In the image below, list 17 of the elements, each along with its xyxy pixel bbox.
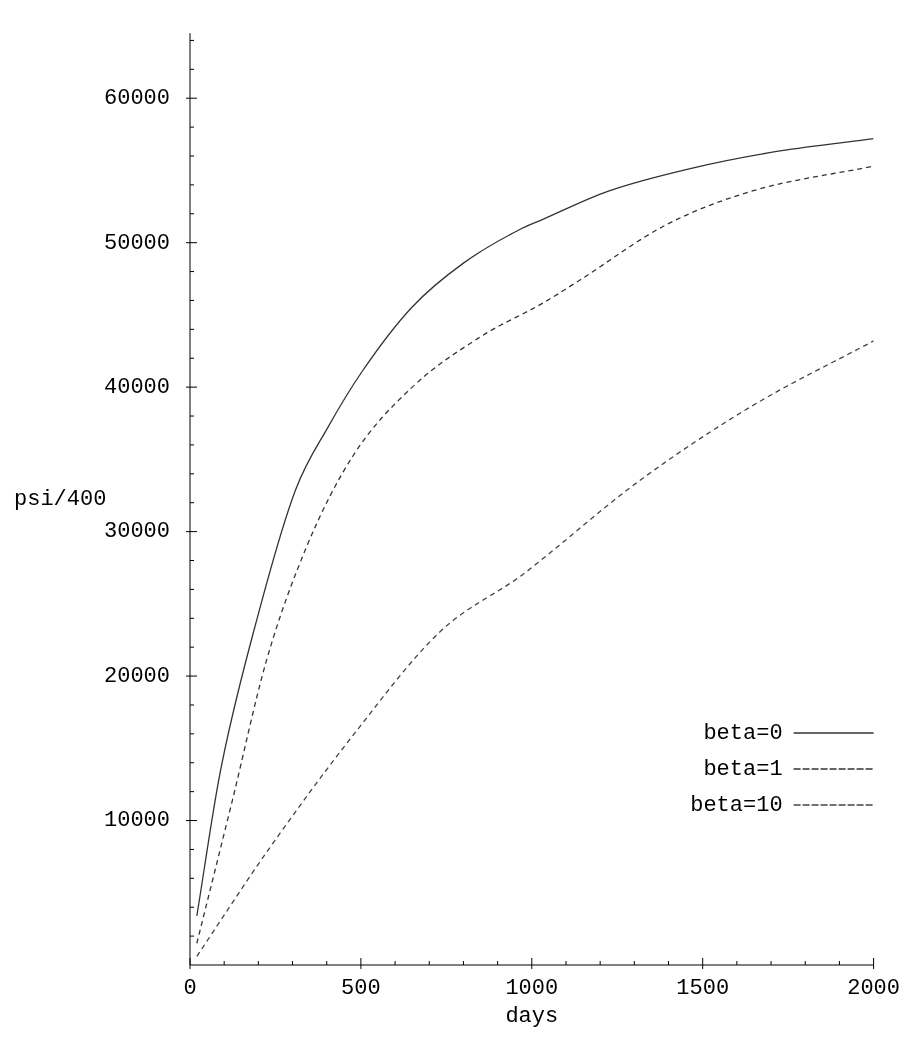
x-tick-label: 500	[341, 976, 381, 1002]
legend-label: beta=10	[690, 792, 783, 818]
y-tick-label: 30000	[103, 519, 170, 545]
legend-label: beta=1	[703, 756, 783, 782]
x-tick-label: 1500	[676, 976, 730, 1002]
x-tick-label: 1000	[505, 976, 559, 1002]
y-tick-label: 60000	[103, 86, 170, 112]
x-tick-label: 0	[183, 976, 197, 1002]
y-tick-label: 50000	[103, 230, 170, 256]
x-tick-label: 2000	[847, 976, 900, 1002]
y-tick-label: 20000	[103, 663, 170, 689]
y-tick-label: 10000	[103, 808, 170, 834]
y-axis-title: psi/400	[14, 486, 107, 512]
x-axis-title: days	[505, 1003, 559, 1029]
y-tick-label: 40000	[103, 374, 170, 400]
line-series	[196, 340, 874, 957]
legend-label: beta=0	[703, 720, 783, 746]
